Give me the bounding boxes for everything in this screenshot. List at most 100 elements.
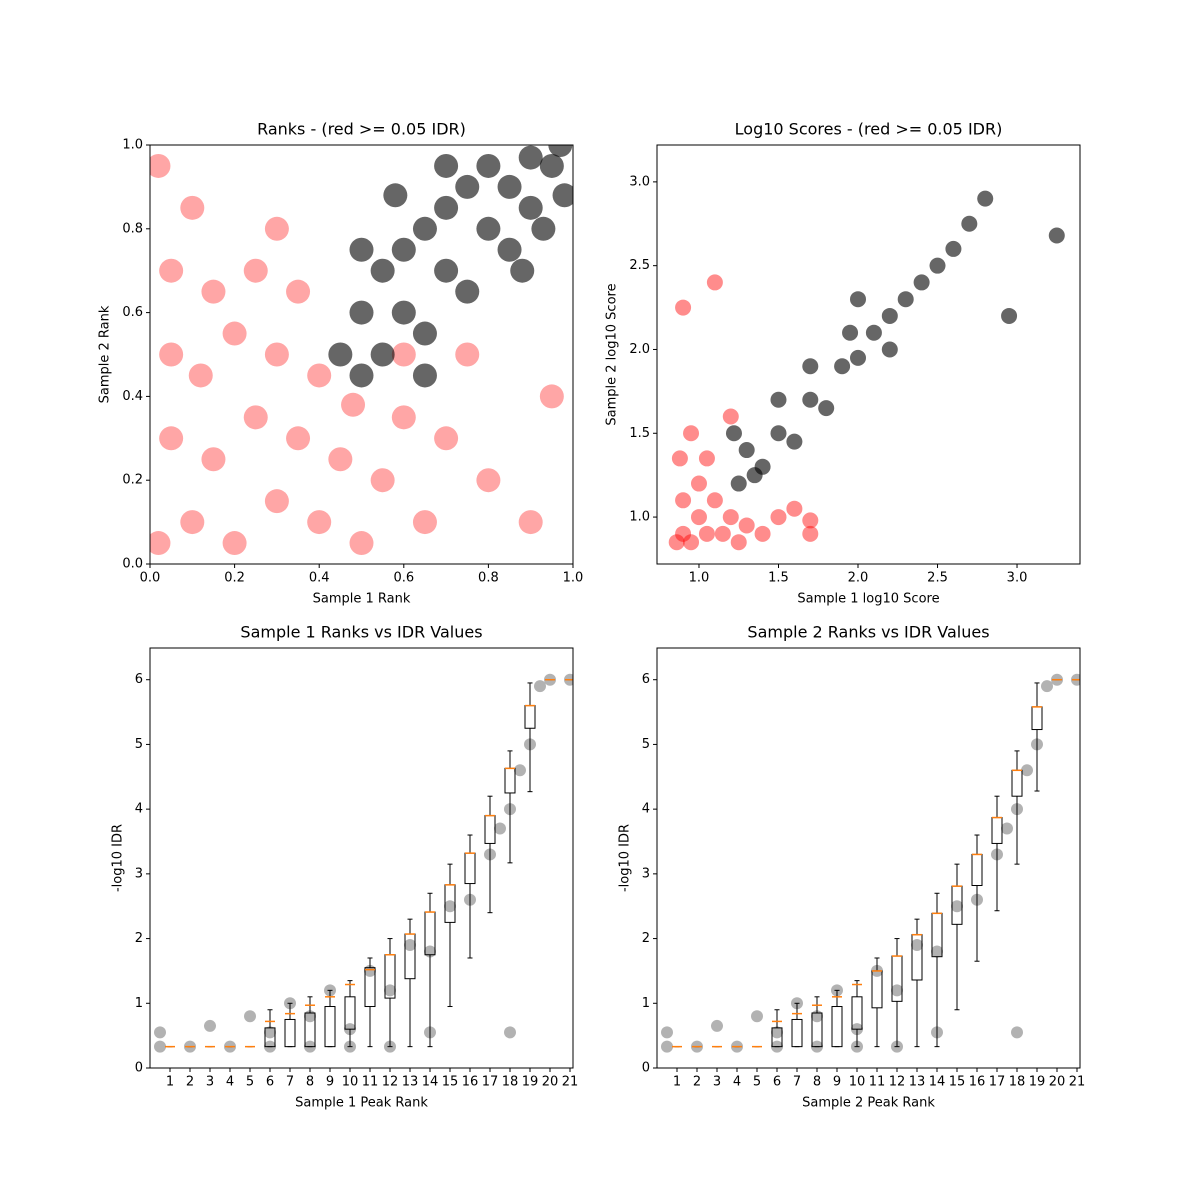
x-tick-label: 5: [246, 1075, 254, 1090]
point: [180, 195, 205, 220]
x-tick-label: 8: [306, 1075, 314, 1090]
chart-title: Ranks - (red >= 0.05 IDR): [257, 120, 466, 139]
y-tick-label: 0.4: [122, 389, 143, 404]
x-tick-label: 13: [909, 1075, 926, 1090]
point: [1021, 764, 1033, 777]
box: [324, 1006, 336, 1048]
point: [370, 342, 395, 367]
x-axis-label: Sample 1 log10 Score: [797, 592, 939, 607]
x-tick-label: 2: [186, 1075, 194, 1090]
point: [661, 1040, 673, 1053]
point: [504, 1026, 516, 1039]
point: [706, 274, 723, 291]
x-axis-label: Sample 1 Rank: [313, 592, 411, 607]
point: [891, 984, 903, 997]
point: [154, 1026, 166, 1039]
box: [851, 996, 863, 1030]
point: [730, 534, 747, 551]
point: [434, 426, 459, 451]
point: [802, 525, 819, 542]
point: [404, 939, 416, 952]
point: [476, 153, 501, 178]
subplot: 1.0 1.5 2.0 2.5 3.0 1.0 1.5 2.0 2.5 3.0 Log10 Scor…: [605, 120, 1081, 607]
point: [510, 258, 535, 283]
x-tick-label: 0.2: [224, 571, 245, 586]
point: [690, 509, 707, 526]
point: [222, 321, 247, 346]
point: [494, 822, 506, 835]
point: [706, 492, 723, 509]
point: [286, 426, 311, 451]
point: [881, 341, 898, 358]
point: [539, 384, 564, 409]
subplot: 1 2 3 4 5 6 7 8 9 10 11 12 13 14 15 16 17 18 19 20 210123456…: [618, 623, 1086, 1111]
point: [455, 342, 480, 367]
point: [945, 240, 962, 257]
x-tick-label: 13: [402, 1075, 419, 1090]
point: [683, 534, 700, 551]
point: [264, 489, 289, 514]
point: [738, 442, 755, 459]
point: [534, 680, 546, 693]
point: [675, 525, 692, 542]
x-tick-label: 16: [462, 1075, 479, 1090]
point: [264, 1026, 276, 1039]
point: [977, 190, 994, 207]
point: [931, 945, 943, 958]
point: [307, 510, 332, 535]
axes-frame: [656, 144, 1081, 565]
point: [961, 215, 978, 232]
point: [370, 468, 395, 493]
point: [518, 510, 543, 535]
point: [264, 342, 289, 367]
point: [834, 358, 851, 375]
y-tick-label: 0.6: [122, 305, 143, 320]
point: [802, 512, 819, 529]
box: [264, 1027, 276, 1048]
x-axis-label: Sample 1 Peak Rank: [295, 1096, 428, 1111]
plot-area: [668, 190, 1065, 551]
subplot: 1 2 3 4 5 6 7 8 9 10 11 12 13 14 15 16 17 18 19 20 210123456…: [111, 623, 579, 1111]
y-tick-label: 2: [642, 931, 650, 946]
point: [881, 307, 898, 324]
point: [1048, 227, 1065, 244]
x-tick-label: 9: [833, 1075, 841, 1090]
point: [497, 174, 522, 199]
x-tick-label: 15: [949, 1075, 966, 1090]
point: [434, 258, 459, 283]
point: [222, 531, 247, 556]
box: [831, 1006, 843, 1048]
box: [284, 1018, 296, 1048]
x-tick-label: 2: [693, 1075, 701, 1090]
point: [850, 349, 867, 366]
point: [531, 216, 556, 241]
x-tick-label: 21: [562, 1075, 579, 1090]
y-tick-label: 0.2: [122, 473, 143, 488]
x-tick-label: 1.0: [563, 571, 584, 586]
y-axis-label: Sample 2 log10 Score: [605, 283, 620, 425]
x-tick-label: 3.0: [1007, 571, 1028, 586]
x-tick-label: 1: [673, 1075, 681, 1090]
point: [897, 291, 914, 308]
point: [455, 279, 480, 304]
y-tick-label: 4: [642, 802, 650, 817]
point: [552, 183, 573, 208]
x-tick-label: 18: [1009, 1075, 1026, 1090]
point: [159, 258, 184, 283]
y-tick-label: 1.0: [122, 138, 143, 153]
point: [725, 425, 742, 442]
point: [714, 525, 731, 542]
point: [328, 447, 353, 472]
x-tick-label: 17: [482, 1075, 499, 1090]
point: [349, 300, 374, 325]
y-tick-label: 1: [135, 996, 143, 1011]
x-tick-label: 20: [542, 1075, 559, 1090]
box: [991, 817, 1003, 844]
y-tick-label: 5: [642, 737, 650, 752]
y-tick-label: 1.5: [629, 426, 650, 441]
box: [771, 1027, 783, 1048]
point: [349, 531, 374, 556]
point: [412, 363, 437, 388]
axes-frame: [149, 647, 574, 1069]
